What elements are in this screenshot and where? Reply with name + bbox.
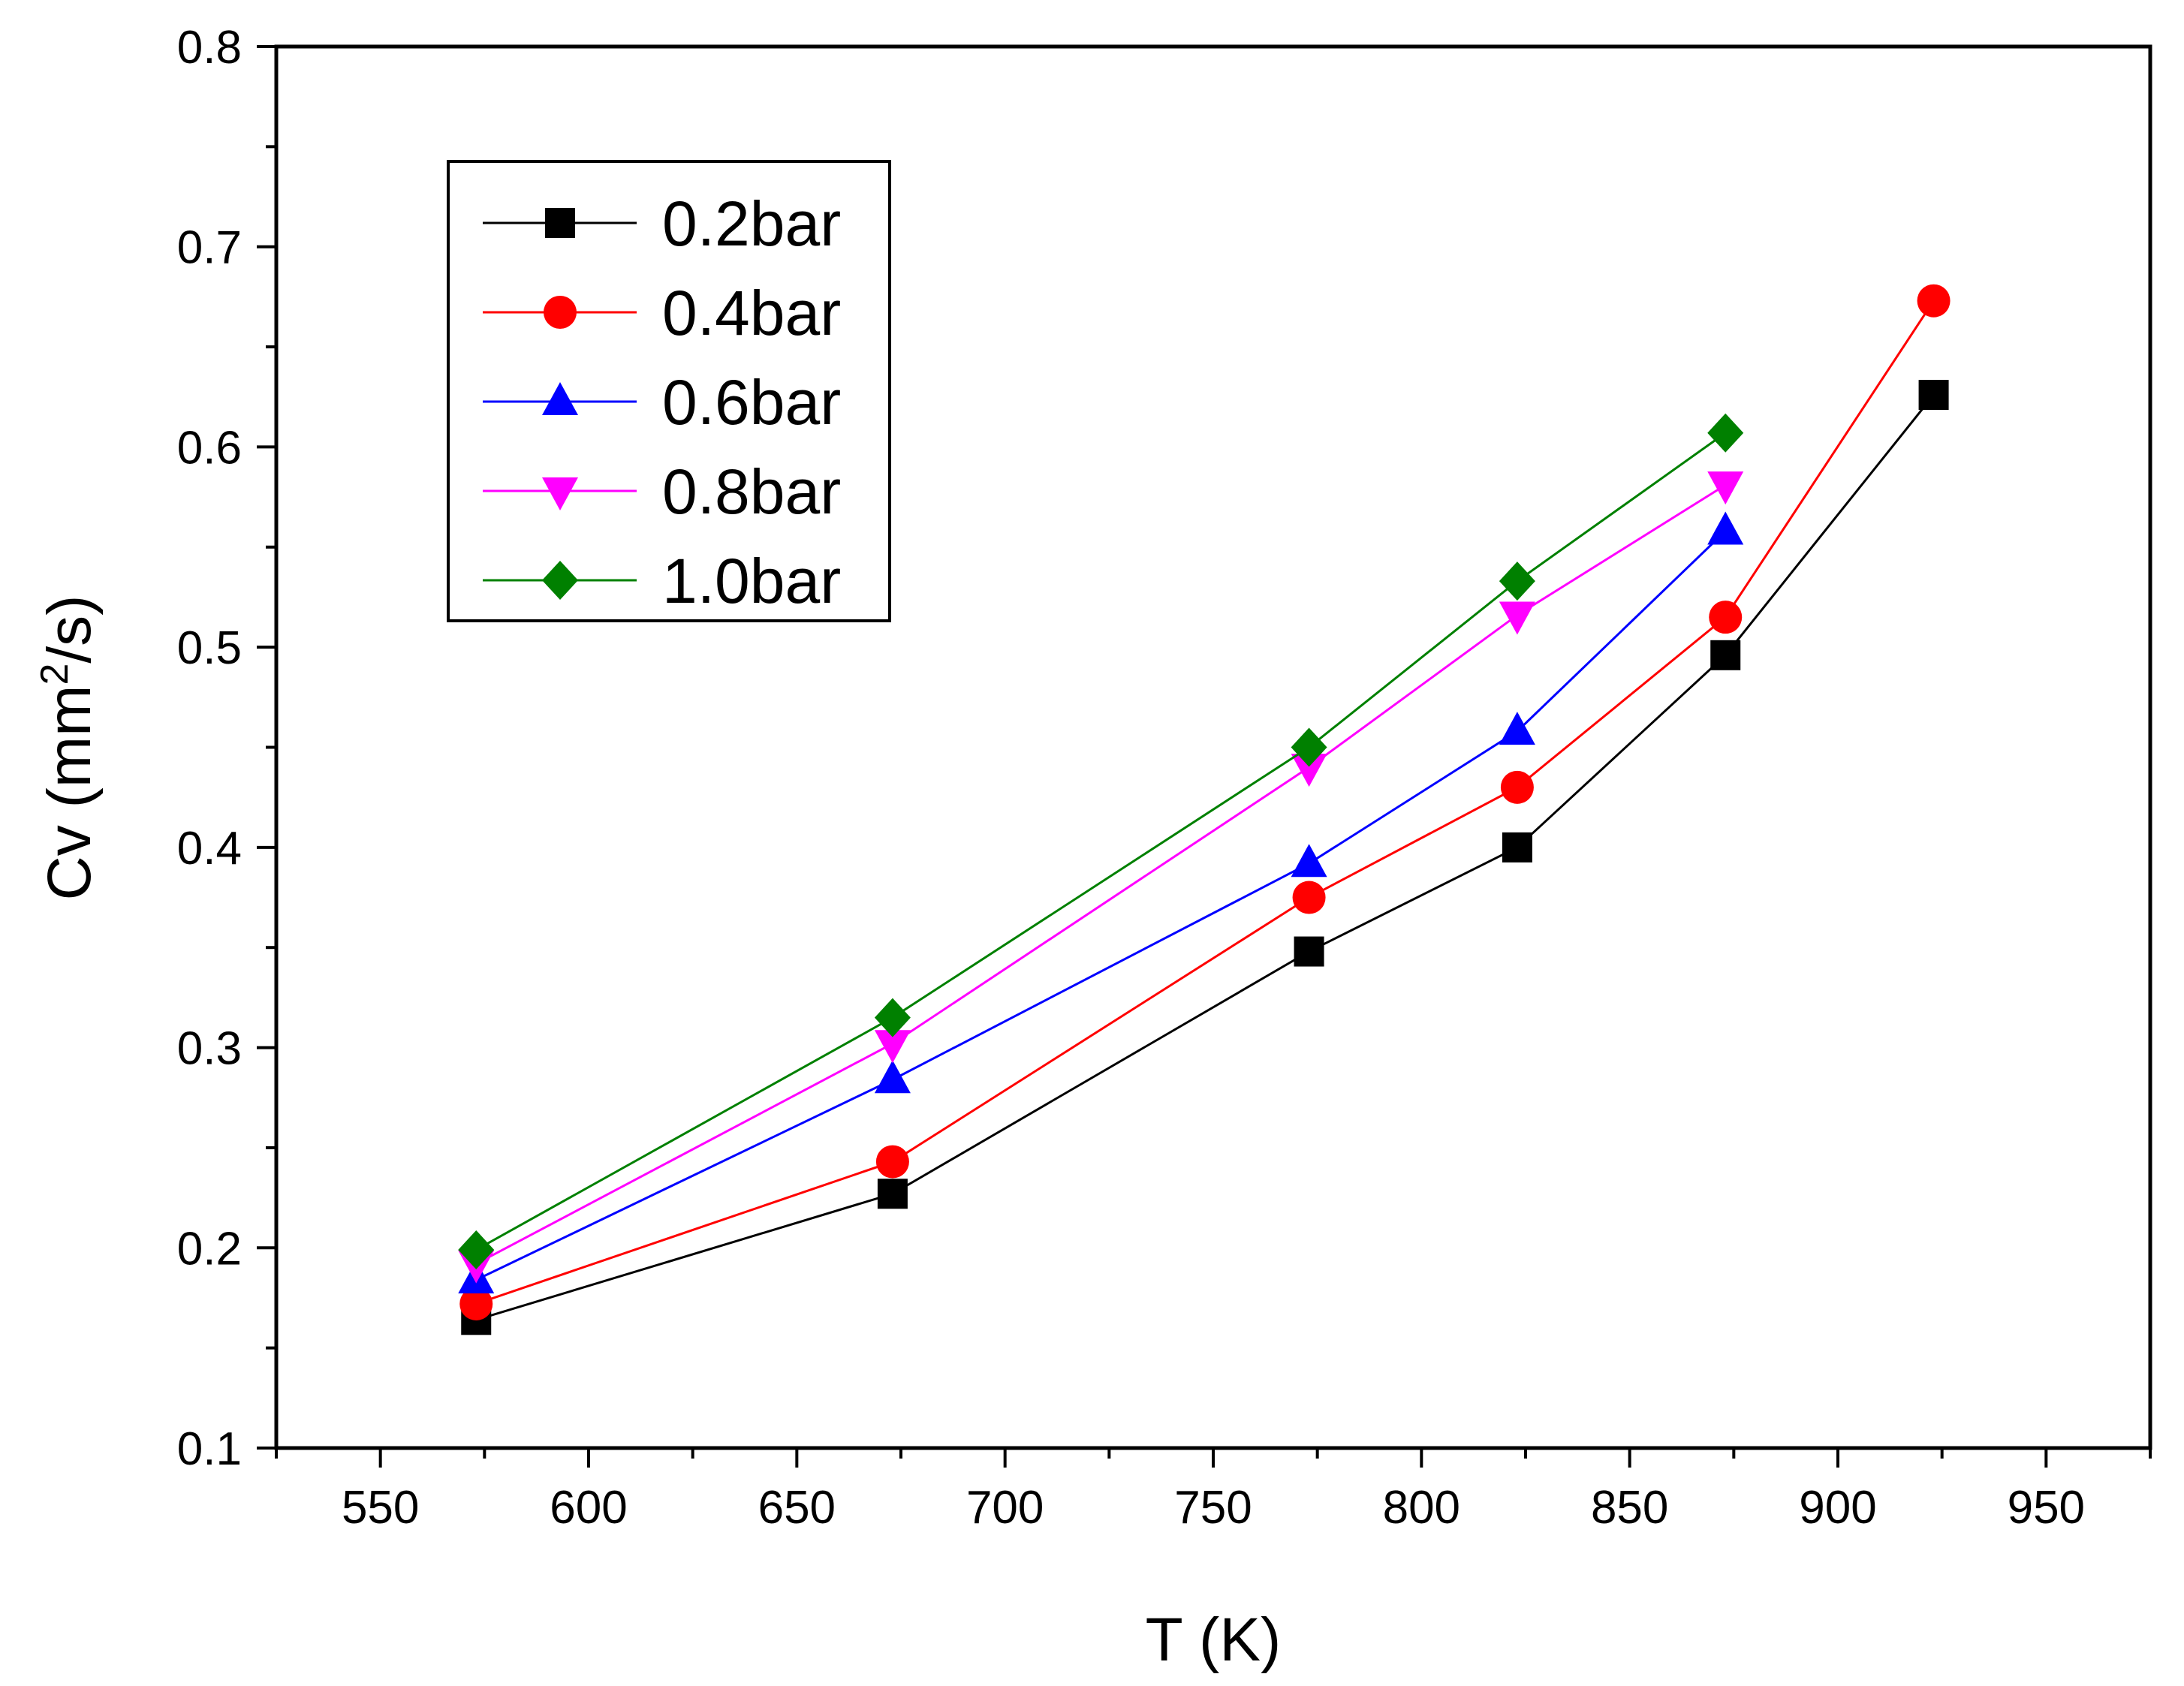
data-point: [1918, 380, 1949, 411]
series-0.4bar: [459, 284, 1951, 1320]
data-point: [1707, 511, 1744, 545]
data-point: [1291, 727, 1327, 767]
x-tick-label: 650: [758, 1482, 836, 1534]
x-tick-label: 750: [1174, 1482, 1252, 1534]
y-axis-title-main: Cv (mm: [35, 685, 104, 901]
x-tick-label: 850: [1591, 1482, 1668, 1534]
legend-marker: [545, 208, 575, 238]
data-point: [1707, 471, 1744, 505]
data-point: [877, 1179, 908, 1209]
legend-item: 0.2bar: [483, 188, 841, 259]
data-point: [874, 1060, 911, 1094]
data-point: [1291, 754, 1327, 787]
x-tick-label: 700: [966, 1482, 1044, 1534]
y-tick-label: 0.8: [177, 22, 242, 74]
legend-marker: [544, 296, 577, 329]
y-tick-label: 0.3: [177, 1023, 242, 1075]
data-point: [1710, 640, 1741, 670]
series-layer: [458, 284, 1951, 1335]
y-axis-title-tail: /s): [35, 595, 104, 664]
legend-item: 1.0bar: [483, 546, 841, 616]
data-point: [1917, 284, 1951, 318]
x-axis-title: T (K): [1146, 1606, 1282, 1674]
series-line: [475, 300, 1935, 1305]
legend-box: [447, 160, 891, 622]
data-point: [1500, 770, 1534, 804]
legend-item: 0.4bar: [483, 278, 841, 348]
x-tick-label: 600: [550, 1482, 627, 1534]
data-point: [1709, 601, 1743, 634]
data-point: [875, 1145, 909, 1179]
legend-marker: [542, 382, 578, 415]
data-point: [1502, 832, 1532, 863]
legend-label: 0.2bar: [662, 188, 841, 259]
x-axis: 550 600 650 700 750 800 850 900 950: [275, 1448, 2152, 1534]
y-axis-title: Cv (mm2/s): [33, 595, 104, 901]
x-tick-label: 950: [2008, 1482, 2085, 1534]
data-point: [1707, 413, 1744, 453]
series-0.6bar: [458, 511, 1744, 1293]
series-1.0bar: [458, 413, 1744, 1269]
y-tick-label: 0.2: [177, 1223, 242, 1275]
legend: 0.2bar 0.4bar 0.6bar 0.8bar 1.0bar: [447, 160, 891, 622]
y-axis: 0.1 0.2 0.3 0.4 0.5 0.6 0.7 0.8: [177, 22, 276, 1475]
data-point: [1499, 712, 1535, 745]
legend-marker: [542, 477, 578, 510]
data-point: [874, 998, 911, 1037]
data-point: [1499, 561, 1535, 601]
data-point: [1294, 936, 1324, 967]
legend-marker: [542, 561, 578, 600]
legend-item: 0.6bar: [483, 367, 841, 438]
data-point: [459, 1287, 493, 1320]
legend-label: 0.6bar: [662, 367, 841, 438]
data-point: [874, 1030, 911, 1064]
y-tick-label: 0.1: [177, 1423, 242, 1475]
y-tick-label: 0.6: [177, 422, 242, 474]
legend-label: 0.8bar: [662, 456, 841, 527]
y-tick-label: 0.7: [177, 222, 242, 274]
x-tick-label: 550: [342, 1482, 419, 1534]
legend-label: 1.0bar: [662, 546, 841, 616]
series-0.8bar: [458, 471, 1744, 1284]
legend-label: 0.4bar: [662, 278, 841, 348]
x-tick-label: 800: [1383, 1482, 1460, 1534]
y-tick-label: 0.4: [177, 823, 242, 875]
data-point: [1291, 844, 1327, 878]
x-tick-label: 900: [1799, 1482, 1876, 1534]
series-line: [475, 394, 1935, 1321]
data-point: [1292, 881, 1326, 914]
data-point: [1499, 601, 1535, 635]
y-tick-label: 0.5: [177, 622, 242, 674]
y-axis-title-superscript: 2: [33, 664, 77, 685]
legend-item: 0.8bar: [483, 456, 841, 527]
data-point: [458, 1230, 495, 1269]
